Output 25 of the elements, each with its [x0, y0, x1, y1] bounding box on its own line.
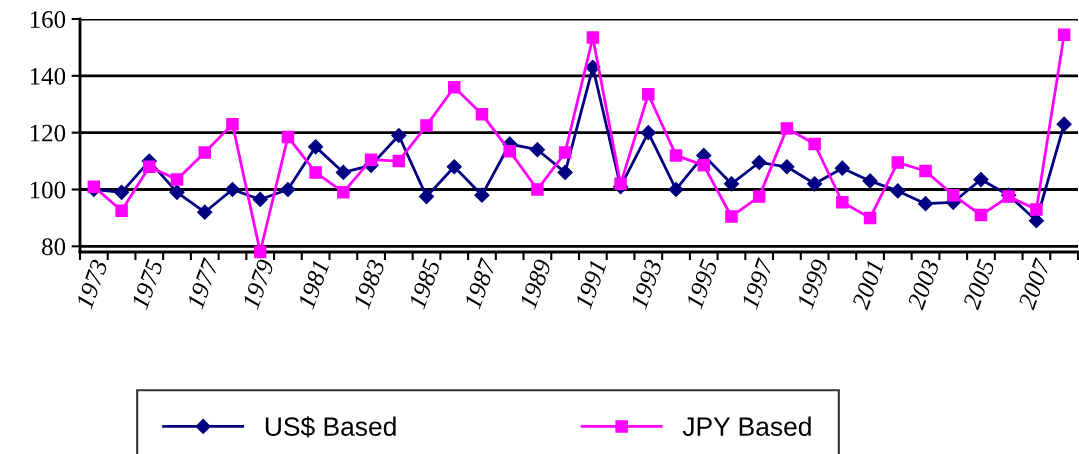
x-tick-label: 1973: [75, 258, 108, 310]
y-tick-label: 160: [30, 11, 66, 28]
x-tick-label: 1995: [685, 258, 718, 310]
y-tick-label: 140: [30, 67, 66, 85]
y-tick-label: 80: [42, 238, 66, 256]
legend-label: JPY Based: [682, 416, 811, 436]
x-tick-label: 1977: [186, 257, 220, 310]
x-tick-label: 2001: [851, 260, 884, 311]
x-tick-label: 1987: [463, 257, 497, 310]
x-tick-label: 1979: [242, 258, 275, 310]
x-tick-label: 2005: [962, 258, 996, 311]
legend-label: US$ Based: [265, 416, 396, 438]
x-tick-label: 1975: [131, 258, 164, 310]
x-tick-label: 1999: [796, 258, 829, 310]
x-tick-label: 1991: [574, 260, 607, 310]
y-tick-label: 120: [30, 124, 66, 142]
y-tick-label: 100: [30, 181, 66, 199]
x-tick-label: 1993: [630, 258, 663, 310]
x-tick-label: 2007: [1017, 257, 1052, 311]
x-tick-label: 1997: [741, 257, 774, 310]
x-tick-label: 2003: [907, 258, 940, 311]
x-tick-label: 1983: [352, 258, 386, 310]
x-tick-label: 1981: [297, 260, 330, 310]
x-tick-label: 1989: [519, 258, 552, 310]
x-tick-label: 1985: [408, 258, 441, 310]
